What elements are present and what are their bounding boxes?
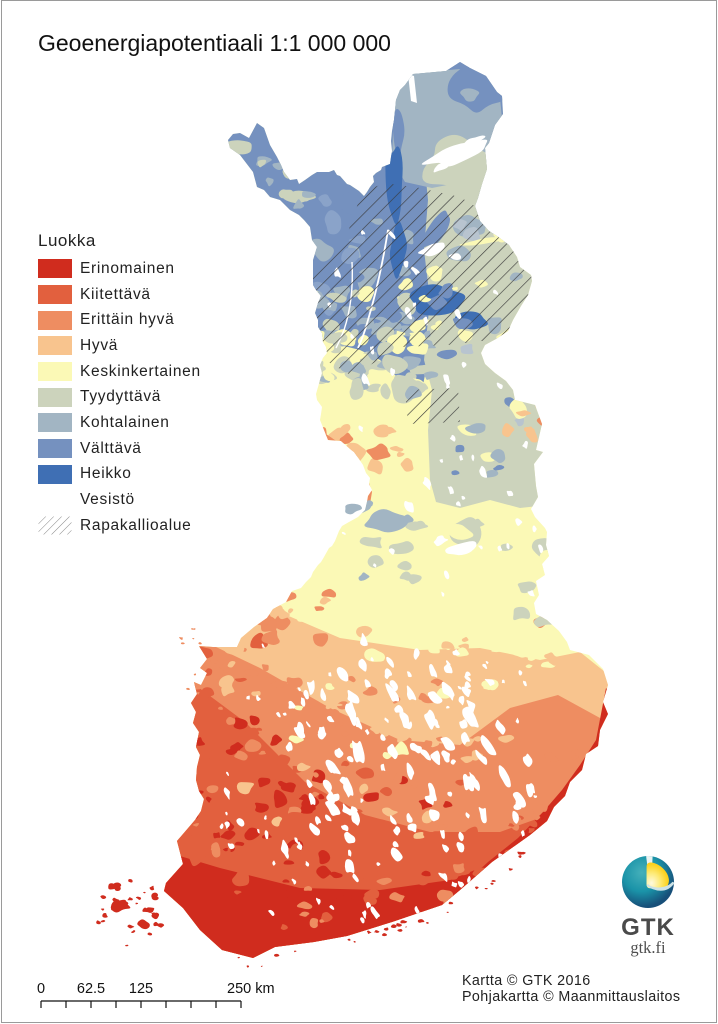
svg-text:250 km: 250 km [227,981,275,997]
svg-text:GTK: GTK [621,914,675,941]
svg-text:gtk.fi: gtk.fi [630,938,666,957]
svg-text:125: 125 [129,981,153,997]
svg-text:62.5: 62.5 [77,981,105,997]
svg-text:0: 0 [37,981,45,997]
